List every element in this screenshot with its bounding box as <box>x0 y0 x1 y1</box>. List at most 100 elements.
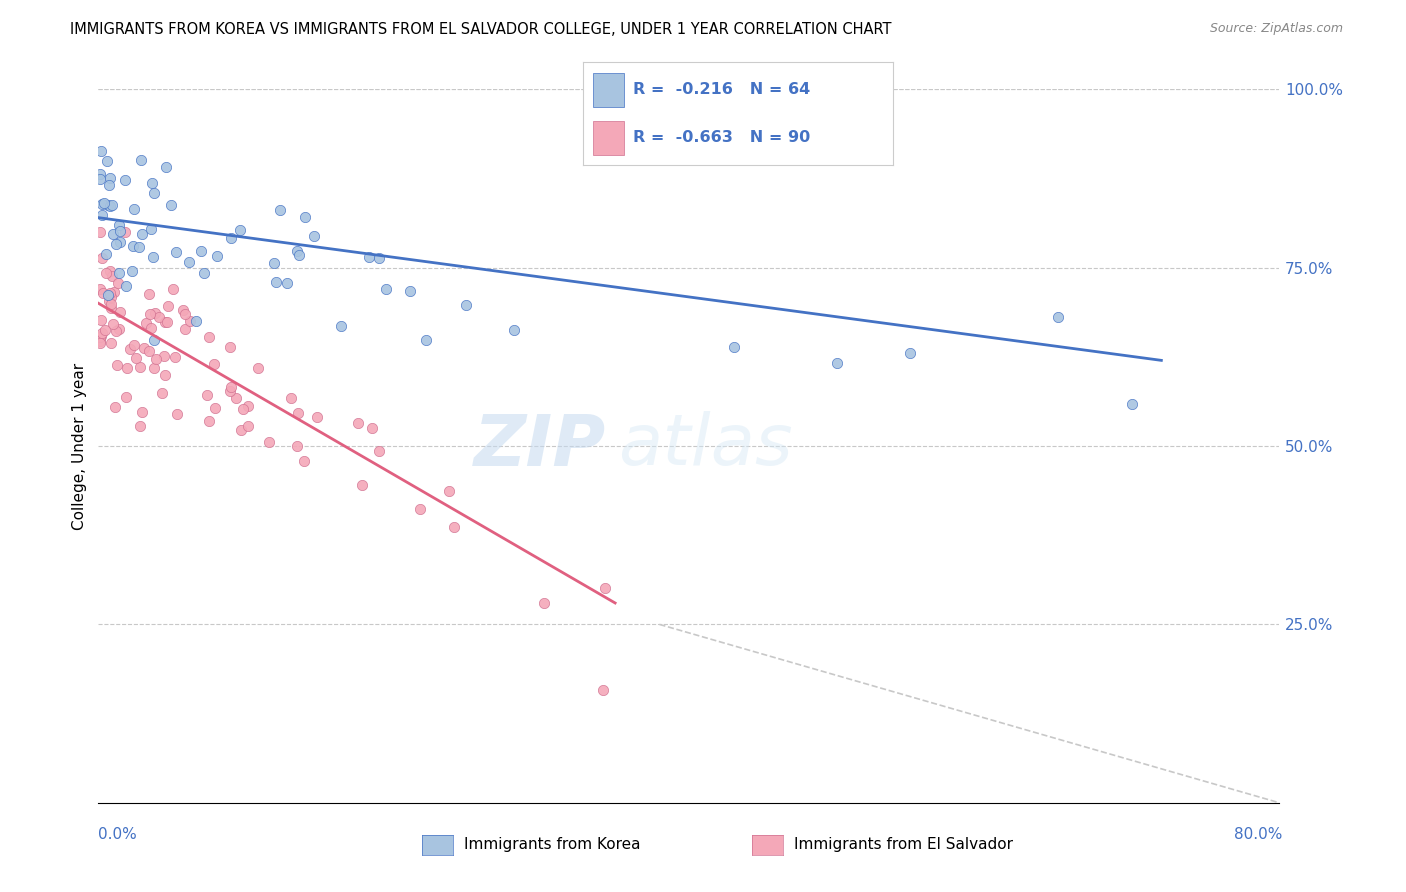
Point <box>238 419 260 434</box>
Point <box>108 305 131 319</box>
Y-axis label: College, Under 1 year: College, Under 1 year <box>72 362 87 530</box>
Point <box>114 173 136 187</box>
Point <box>121 239 143 253</box>
Point <box>302 229 325 244</box>
Point <box>246 361 269 376</box>
Point <box>91 286 114 301</box>
Point <box>723 340 745 354</box>
Point <box>162 282 184 296</box>
Point <box>263 256 285 270</box>
Point <box>143 186 166 201</box>
Point <box>153 316 176 330</box>
Point <box>104 400 127 414</box>
Point <box>121 264 143 278</box>
Point <box>138 307 160 321</box>
Text: IMMIGRANTS FROM KOREA VS IMMIGRANTS FROM EL SALVADOR COLLEGE, UNDER 1 YEAR CORRE: IMMIGRANTS FROM KOREA VS IMMIGRANTS FROM… <box>70 22 891 37</box>
Point <box>114 225 136 239</box>
Point <box>132 342 155 356</box>
Point <box>415 333 437 347</box>
Point <box>287 248 309 262</box>
Point <box>100 264 122 278</box>
Point <box>115 279 138 293</box>
Point <box>229 223 252 237</box>
Point <box>89 330 111 344</box>
Text: R =  -0.216   N = 64: R = -0.216 N = 64 <box>633 82 810 97</box>
Point <box>101 317 124 331</box>
Point <box>89 334 111 348</box>
Point <box>97 198 120 212</box>
Point <box>166 408 188 422</box>
Point <box>94 246 117 260</box>
Point <box>108 224 131 238</box>
Point <box>118 343 141 357</box>
Point <box>100 171 122 186</box>
Point <box>231 423 253 437</box>
Point <box>100 286 122 301</box>
Point <box>142 361 165 376</box>
Text: R =  -0.663   N = 90: R = -0.663 N = 90 <box>633 130 810 145</box>
Point <box>89 336 111 351</box>
Point <box>131 227 153 241</box>
Text: Immigrants from Korea: Immigrants from Korea <box>464 838 641 852</box>
Point <box>198 414 221 428</box>
Point <box>193 267 215 281</box>
Point <box>287 244 309 259</box>
Point <box>100 268 122 283</box>
Point <box>90 312 112 326</box>
Point <box>90 144 112 158</box>
Point <box>138 286 160 301</box>
Point <box>219 231 242 245</box>
Text: 0.0%: 0.0% <box>98 827 138 841</box>
Point <box>135 316 157 330</box>
Point <box>160 198 183 212</box>
Point <box>90 328 112 343</box>
Point <box>96 154 118 169</box>
Point <box>105 236 128 251</box>
Point <box>352 478 374 492</box>
Point <box>129 153 152 167</box>
Point <box>89 167 111 181</box>
Point <box>190 244 212 258</box>
Point <box>125 351 148 365</box>
Point <box>89 171 111 186</box>
Point <box>142 250 165 264</box>
Point <box>357 250 380 264</box>
Point <box>409 501 432 516</box>
Point <box>124 202 146 216</box>
Text: 80.0%: 80.0% <box>1234 827 1282 841</box>
Point <box>294 210 316 224</box>
Point <box>156 314 179 328</box>
Point <box>280 391 302 405</box>
Point <box>138 343 160 358</box>
Point <box>128 240 150 254</box>
Point <box>375 282 398 296</box>
Point <box>172 302 194 317</box>
Point <box>900 346 922 360</box>
Point <box>195 388 218 402</box>
Point <box>437 484 460 499</box>
Point <box>257 435 280 450</box>
Point <box>219 380 242 394</box>
Point <box>294 453 316 467</box>
Point <box>145 351 167 366</box>
Point <box>307 409 329 424</box>
Point <box>264 275 287 289</box>
Point <box>219 340 242 354</box>
Point <box>592 683 614 698</box>
Point <box>184 314 207 328</box>
Point <box>399 284 422 298</box>
Point <box>347 417 370 431</box>
Point <box>502 323 524 337</box>
Point <box>98 178 121 192</box>
Bar <box>593 121 624 155</box>
Point <box>129 360 152 375</box>
Point <box>94 324 117 338</box>
Point <box>108 218 131 232</box>
Point <box>107 266 129 280</box>
Point <box>114 390 136 404</box>
Point <box>218 384 240 398</box>
Point <box>287 406 309 420</box>
Point <box>104 324 127 338</box>
Point <box>329 318 352 333</box>
Point <box>97 288 120 302</box>
